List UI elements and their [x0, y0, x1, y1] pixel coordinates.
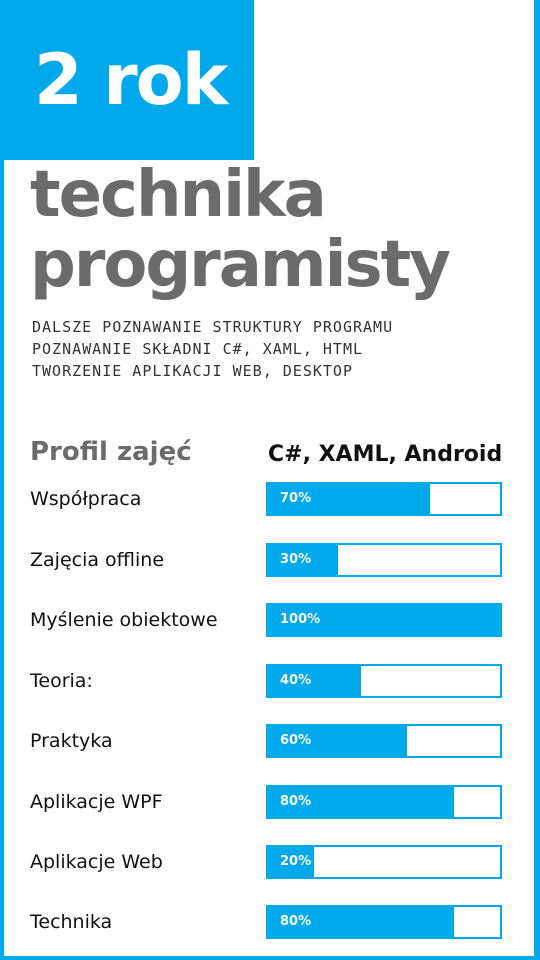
progress-bar-fill	[268, 907, 454, 937]
progress-bar-label: 80%	[280, 914, 312, 929]
progress-bar-label: 30%	[280, 552, 312, 567]
profile-row-label: Teoria:	[30, 670, 93, 692]
profile-title: Profil zajęć	[30, 437, 192, 467]
progress-bar: 30%	[266, 543, 502, 577]
profile-row-label: Technika	[30, 911, 113, 933]
page-title: technika programisty	[30, 158, 451, 302]
profile-row: Praktyka 60%	[0, 723, 540, 759]
progress-bar-fill	[268, 847, 315, 877]
progress-bar-fill	[268, 484, 431, 514]
progress-bar: 70%	[266, 482, 502, 516]
profile-row: Technika 80%	[0, 904, 540, 940]
progress-bar: 60%	[266, 724, 502, 758]
profile-row-label: Zajęcia offline	[30, 549, 165, 571]
profile-row: Aplikacje Web 20%	[0, 844, 540, 880]
progress-bar-fill	[268, 787, 454, 817]
progress-bar: 40%	[266, 664, 502, 698]
year-badge: 2 rok	[0, 0, 254, 160]
profile-row: Aplikacje WPF 80%	[0, 784, 540, 820]
progress-bar-label: 70%	[280, 491, 312, 506]
year-badge-text: 2 rok	[34, 39, 228, 121]
profile-row-label: Aplikacje Web	[30, 851, 163, 873]
profile-row: Myślenie obiektowe 100%	[0, 602, 540, 638]
description-line: DALSZE POZNAWANIE STRUKTURY PROGRAMU	[32, 318, 394, 336]
progress-bar-label: 60%	[280, 733, 312, 748]
progress-bar-fill	[268, 726, 408, 756]
progress-bar-label: 80%	[280, 794, 312, 809]
progress-bar-label: 100%	[280, 612, 321, 627]
progress-bar: 20%	[266, 845, 502, 879]
progress-bar-label: 40%	[280, 673, 312, 688]
technologies-title: C#, XAML, Android	[268, 442, 503, 467]
progress-bar-fill	[268, 666, 361, 696]
progress-bar: 80%	[266, 785, 502, 819]
page-title-line-1: technika	[30, 158, 327, 232]
profile-row: Współpraca 70%	[0, 481, 540, 517]
description-line: TWORZENIE APLIKACJI WEB, DESKTOP	[32, 362, 353, 380]
profile-row-label: Myślenie obiektowe	[30, 609, 218, 631]
progress-bar-fill	[268, 545, 338, 575]
profile-row-label: Aplikacje WPF	[30, 791, 163, 813]
profile-row: Zajęcia offline 30%	[0, 542, 540, 578]
profile-row-label: Praktyka	[30, 730, 113, 752]
description: DALSZE POZNAWANIE STRUKTURY PROGRAMU POZ…	[32, 316, 393, 382]
progress-bar-fill	[268, 605, 500, 635]
progress-bar: 100%	[266, 603, 502, 637]
progress-bar: 80%	[266, 905, 502, 939]
description-line: POZNAWANIE SKŁADNI C#, XAML, HTML	[32, 340, 364, 358]
profile-row-label: Współpraca	[30, 488, 142, 510]
page-title-line-2: programisty	[30, 228, 451, 302]
profile-row: Teoria: 40%	[0, 663, 540, 699]
progress-bar-label: 20%	[280, 854, 312, 869]
